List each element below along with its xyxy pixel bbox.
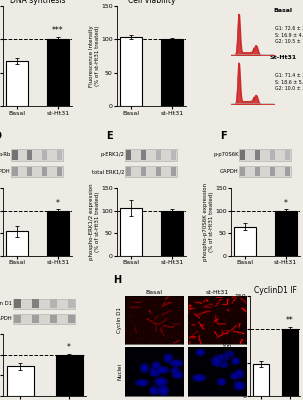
Bar (120, 208, 142, 256)
Y-axis label: Fluorescence Intensity
(% of st-Ht31 treated): Fluorescence Intensity (% of st-Ht31 tre… (89, 25, 100, 87)
Text: GAPDH: GAPDH (0, 169, 11, 174)
Bar (270, 150, 275, 160)
Bar (12, 167, 18, 176)
Text: *: * (67, 344, 71, 352)
Bar (125, 149, 177, 161)
Bar (56, 355, 82, 396)
Bar (7, 366, 34, 396)
Bar (14, 315, 21, 323)
Bar (253, 364, 269, 396)
Bar (275, 210, 297, 256)
Bar (156, 167, 161, 176)
Bar (12, 150, 18, 160)
Text: ***: *** (52, 26, 64, 36)
Bar (120, 38, 142, 106)
Bar (57, 167, 62, 176)
Y-axis label: Fluorescence
(% of st-Ht31 treated): Fluorescence (% of st-Ht31 treated) (222, 316, 233, 376)
Bar (255, 167, 260, 176)
Bar (32, 315, 38, 323)
Text: St-Ht31: St-Ht31 (269, 55, 296, 60)
Text: GAPDH: GAPDH (0, 316, 12, 321)
Bar (156, 150, 161, 160)
Text: G1: 72.6 ± 2.3%
S: 16.9 ± 4.1%
G2: 10.5 ± 1.9%: G1: 72.6 ± 2.3% S: 16.9 ± 4.1% G2: 10.5 … (275, 26, 303, 44)
Text: *: * (284, 199, 288, 208)
Text: G1: 71.4 ± 3.3%
S: 18.6 ± 5.7%
G2: 10.0 ± 3.7%: G1: 71.4 ± 3.3% S: 18.6 ± 5.7% G2: 10.0 … (275, 73, 303, 92)
Bar (171, 150, 176, 160)
Title: CyclinD1 IF: CyclinD1 IF (254, 286, 297, 295)
Text: E: E (107, 131, 113, 141)
Bar (11, 166, 63, 177)
Bar (42, 167, 48, 176)
Bar (161, 210, 183, 256)
Bar (47, 210, 69, 256)
Bar (6, 231, 28, 256)
Bar (57, 150, 62, 160)
Text: Cyclin D1: Cyclin D1 (0, 301, 12, 306)
Bar (171, 167, 176, 176)
Title: Cell viability: Cell viability (128, 0, 175, 5)
Bar (68, 315, 75, 323)
Bar (126, 150, 132, 160)
Bar (239, 166, 291, 177)
Bar (161, 40, 183, 106)
Text: F: F (221, 131, 227, 141)
Bar (270, 167, 275, 176)
Bar (240, 167, 245, 176)
Text: Basal: Basal (273, 8, 292, 13)
Bar (239, 149, 291, 161)
Bar (27, 167, 32, 176)
Bar (234, 226, 256, 256)
Y-axis label: phospho-ERK1/2 expression
(% of st-Ht31 treated): phospho-ERK1/2 expression (% of st-Ht31 … (89, 184, 100, 260)
Text: total ERK1/2: total ERK1/2 (92, 169, 125, 174)
Bar (282, 329, 298, 396)
Bar (27, 150, 32, 160)
Text: GAPDH: GAPDH (220, 169, 238, 174)
Text: **: ** (286, 316, 294, 325)
Bar (6, 61, 28, 106)
Text: H: H (113, 276, 122, 286)
Y-axis label: phospho-p70S6K expression
(% of st-Ht31 treated): phospho-p70S6K expression (% of st-Ht31 … (203, 183, 214, 261)
Bar (11, 149, 63, 161)
Text: p-p70S6K: p-p70S6K (213, 152, 238, 158)
Bar (50, 299, 57, 308)
Y-axis label: Cyclin D1: Cyclin D1 (117, 307, 122, 333)
Bar (50, 315, 57, 323)
Title: DNA synthesis: DNA synthesis (10, 0, 65, 5)
Bar (14, 299, 21, 308)
Bar (141, 167, 146, 176)
Bar (68, 299, 75, 308)
Bar (47, 40, 69, 106)
Text: *: * (56, 199, 60, 208)
Bar (285, 150, 290, 160)
Bar (13, 298, 75, 309)
Bar (126, 167, 132, 176)
Text: p-ERK1/2: p-ERK1/2 (101, 152, 125, 158)
Text: p-Rb: p-Rb (0, 152, 11, 158)
Bar (141, 150, 146, 160)
Bar (240, 150, 245, 160)
Text: D: D (0, 131, 1, 141)
Bar (285, 167, 290, 176)
Y-axis label: Nuclei: Nuclei (117, 363, 122, 380)
Bar (125, 166, 177, 177)
Title: Basal: Basal (146, 290, 163, 294)
Title: st-Ht31: st-Ht31 (205, 290, 228, 294)
Bar (32, 299, 38, 308)
Bar (13, 314, 75, 324)
Bar (255, 150, 260, 160)
Bar (42, 150, 48, 160)
